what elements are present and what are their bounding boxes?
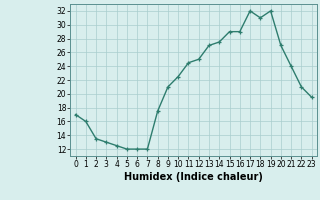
X-axis label: Humidex (Indice chaleur): Humidex (Indice chaleur)	[124, 172, 263, 182]
